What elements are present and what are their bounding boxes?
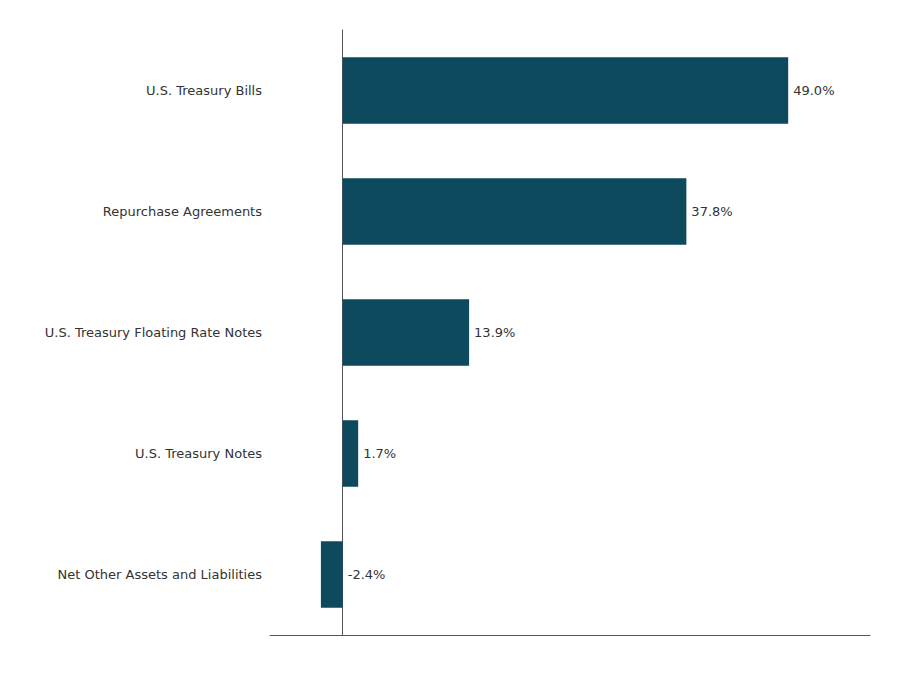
svg-text:U.S. Treasury Floating Rate No: U.S. Treasury Floating Rate Notes (45, 325, 262, 340)
svg-text:37.8%: 37.8% (691, 204, 732, 219)
svg-text:13.9%: 13.9% (474, 325, 515, 340)
svg-text:Repurchase Agreements: Repurchase Agreements (103, 204, 262, 219)
svg-text:1.7%: 1.7% (363, 446, 396, 461)
svg-text:U.S. Treasury Bills: U.S. Treasury Bills (146, 83, 262, 98)
svg-text:-2.4%: -2.4% (348, 567, 386, 582)
svg-text:U.S. Treasury Notes: U.S. Treasury Notes (135, 446, 262, 461)
svg-text:49.0%: 49.0% (793, 83, 834, 98)
svg-text:Net Other Assets and Liabiliti: Net Other Assets and Liabilities (58, 567, 263, 582)
